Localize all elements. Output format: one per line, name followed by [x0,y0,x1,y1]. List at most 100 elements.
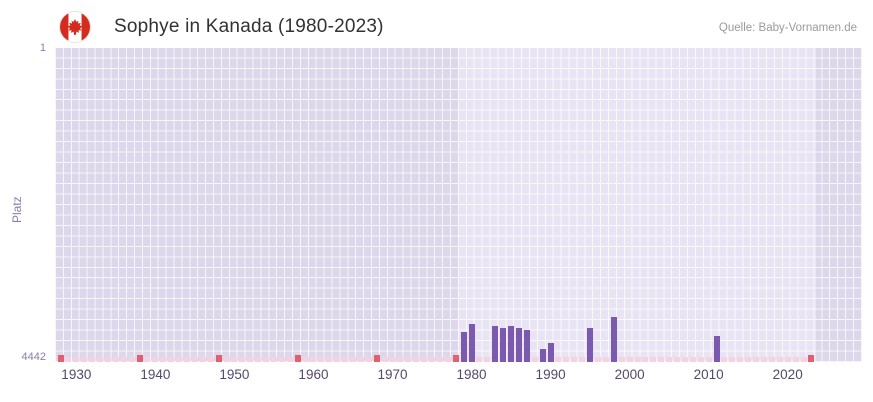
source-label: Quelle: Baby-Vornamen.de [718,22,857,34]
unranked-year-tick [618,357,625,362]
unranked-year-tick [531,357,538,362]
unranked-year-tick [326,357,333,362]
y-tick-bottom: 4442 [21,351,46,363]
rank-bar[interactable] [508,326,515,362]
unranked-year-tick [436,357,443,362]
x-tick-label: 1930 [61,367,92,382]
unranked-year-tick [397,357,404,362]
y-axis-label: Platz [10,196,24,223]
unranked-year-tick [484,357,491,362]
x-tick-label: 1960 [298,367,329,382]
unranked-year-tick [357,357,364,362]
marker-tick [452,355,459,362]
unranked-year-tick [152,357,159,362]
unranked-year-tick [689,357,696,362]
unranked-year-tick [776,357,783,362]
unranked-year-tick [183,357,190,362]
unranked-year-tick [160,357,167,362]
x-tick-label: 1970 [377,367,408,382]
rank-bar[interactable] [523,330,530,362]
unranked-year-tick [365,357,372,362]
unranked-year-tick [223,357,230,362]
rank-bar[interactable] [610,317,617,362]
x-tick-label: 2020 [772,367,803,382]
rank-bar[interactable] [539,349,546,362]
unranked-year-tick [421,357,428,362]
marker-tick [57,355,64,362]
unranked-year-tick [737,357,744,362]
x-tick-label: 1990 [535,367,566,382]
page-title: Sophye in Kanada (1980-2023) [114,16,384,37]
unranked-year-tick [381,357,388,362]
unranked-year-tick [310,357,317,362]
unranked-year-tick [389,357,396,362]
rank-bar[interactable] [492,325,499,362]
unranked-year-tick [602,357,609,362]
unranked-year-tick [263,357,270,362]
rank-bar[interactable] [713,336,720,362]
unranked-year-tick [73,357,80,362]
unranked-year-tick [626,357,633,362]
rank-bar[interactable] [500,327,507,362]
unranked-year-tick [658,357,665,362]
unranked-year-tick [666,357,673,362]
unranked-year-tick [650,357,657,362]
unranked-year-tick [729,357,736,362]
unranked-year-tick [681,357,688,362]
data-range-zone [458,48,817,362]
unranked-year-tick [112,357,119,362]
rank-bar[interactable] [515,327,522,362]
unranked-year-tick [476,357,483,362]
unranked-year-tick [247,357,254,362]
unranked-year-tick [302,357,309,362]
canada-flag-icon [60,12,90,42]
unranked-year-tick [81,357,88,362]
marker-tick [136,355,143,362]
rank-bar[interactable] [587,327,594,362]
marker-tick [373,355,380,362]
unranked-year-tick [270,357,277,362]
x-tick-label: 1940 [140,367,171,382]
x-tick-label: 2000 [614,367,645,382]
unranked-year-tick [97,357,104,362]
unranked-year-tick [405,357,412,362]
unranked-year-tick [104,357,111,362]
unranked-year-tick [176,357,183,362]
unranked-year-tick [255,357,262,362]
rank-bar[interactable] [547,342,554,362]
unranked-year-tick [768,357,775,362]
unranked-year-tick [674,357,681,362]
x-tick-label: 1980 [456,367,487,382]
unranked-year-tick [207,357,214,362]
unranked-year-tick [753,357,760,362]
unranked-year-tick [278,357,285,362]
unranked-year-tick [413,357,420,362]
unranked-year-tick [318,357,325,362]
unranked-year-tick [168,357,175,362]
y-tick-top: 1 [39,42,46,54]
unranked-year-tick [429,357,436,362]
unranked-year-tick [444,357,451,362]
unranked-year-tick [642,357,649,362]
unranked-year-tick [800,357,807,362]
unranked-year-tick [199,357,206,362]
unranked-year-tick [128,357,135,362]
rank-bar[interactable] [468,323,475,362]
unranked-year-tick [286,357,293,362]
unranked-year-tick [563,357,570,362]
unranked-year-tick [89,357,96,362]
unranked-year-tick [792,357,799,362]
unranked-year-tick [239,357,246,362]
unranked-year-tick [334,357,341,362]
x-tick-label: 1950 [219,367,250,382]
x-tick-label: 2010 [693,367,724,382]
unranked-year-tick [745,357,752,362]
unranked-year-tick [579,357,586,362]
unranked-year-tick [705,357,712,362]
unranked-year-tick [65,357,72,362]
unranked-year-tick [144,357,151,362]
unranked-year-tick [760,357,767,362]
rank-bar[interactable] [460,332,467,362]
unranked-year-tick [784,357,791,362]
marker-tick [294,355,301,362]
